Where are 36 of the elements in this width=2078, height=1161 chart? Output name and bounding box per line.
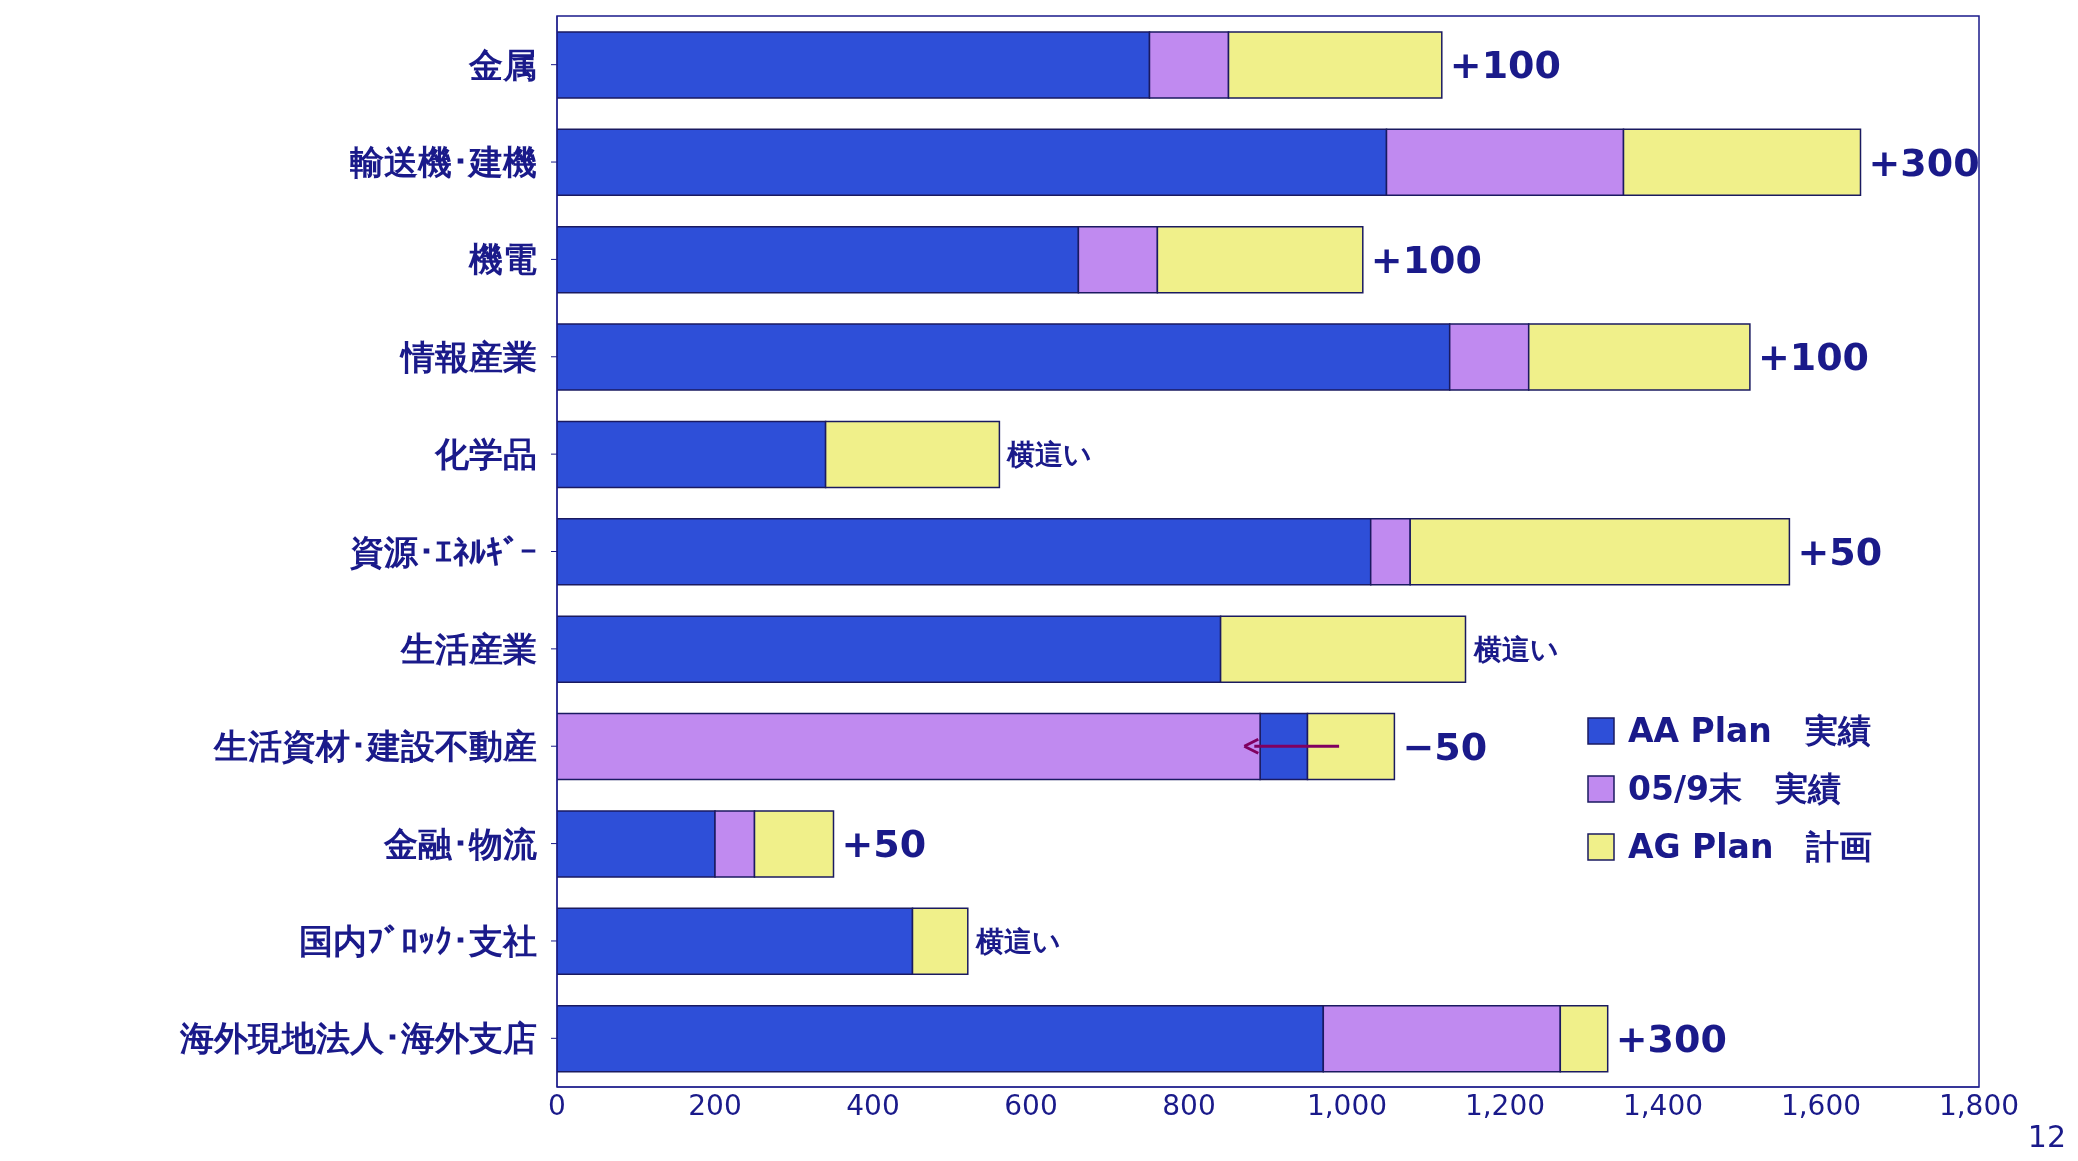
y-tick-label: 国内ﾌﾞﾛｯｸ･支社: [299, 920, 537, 961]
y-tick-label: 金融･物流: [383, 823, 538, 864]
y-tick-label: 情報産業: [399, 336, 537, 377]
y-tick-label: 生活産業: [400, 628, 537, 669]
y-tick-label: 化学品: [434, 434, 537, 475]
x-tick-label: 400: [846, 1088, 900, 1122]
legend-label: AA Plan 実績: [1628, 711, 1871, 750]
x-tick-label: 1,600: [1780, 1088, 1862, 1122]
annotation: −50: [1402, 724, 1488, 769]
x-tick-label: 1,800: [1938, 1088, 2020, 1122]
annotation: +100: [1370, 237, 1482, 282]
x-tick-label: 800: [1162, 1088, 1216, 1122]
annotation: +50: [841, 822, 927, 867]
legend-label: AG Plan 計画: [1628, 827, 1873, 866]
x-tick-label: 1,200: [1464, 1088, 1546, 1122]
annotation: +50: [1797, 529, 1883, 574]
annotation: +100: [1757, 335, 1870, 380]
legend-label: 05/9末 実績: [1628, 769, 1841, 808]
x-tick-label: 0: [548, 1088, 566, 1122]
x-tick-label: 1,000: [1306, 1088, 1388, 1122]
y-tick-label: 海外現地法人･海外支店: [179, 1018, 537, 1059]
annotation: +300: [1868, 140, 1980, 185]
y-tick-label: 生活資材･建設不動産: [213, 726, 537, 767]
y-tick-label: 資源･ｴﾈﾙｷﾞｰ: [349, 531, 537, 572]
y-tick-label: 輸送機･建機: [349, 142, 537, 183]
y-tick-label: 機電: [468, 239, 537, 280]
y-tick-label: 金属: [468, 44, 537, 85]
text: 12: [2027, 1119, 2066, 1154]
annotation: +300: [1615, 1016, 1727, 1061]
annotation: +100: [1449, 43, 1561, 88]
annotation: 横這い: [974, 924, 1061, 958]
annotation: 横這い: [1472, 632, 1559, 666]
x-tick-label: 1,400: [1622, 1088, 1704, 1122]
annotation: 横這い: [1006, 438, 1093, 472]
x-tick-label: 200: [688, 1088, 742, 1122]
x-tick-label: 600: [1004, 1088, 1058, 1122]
